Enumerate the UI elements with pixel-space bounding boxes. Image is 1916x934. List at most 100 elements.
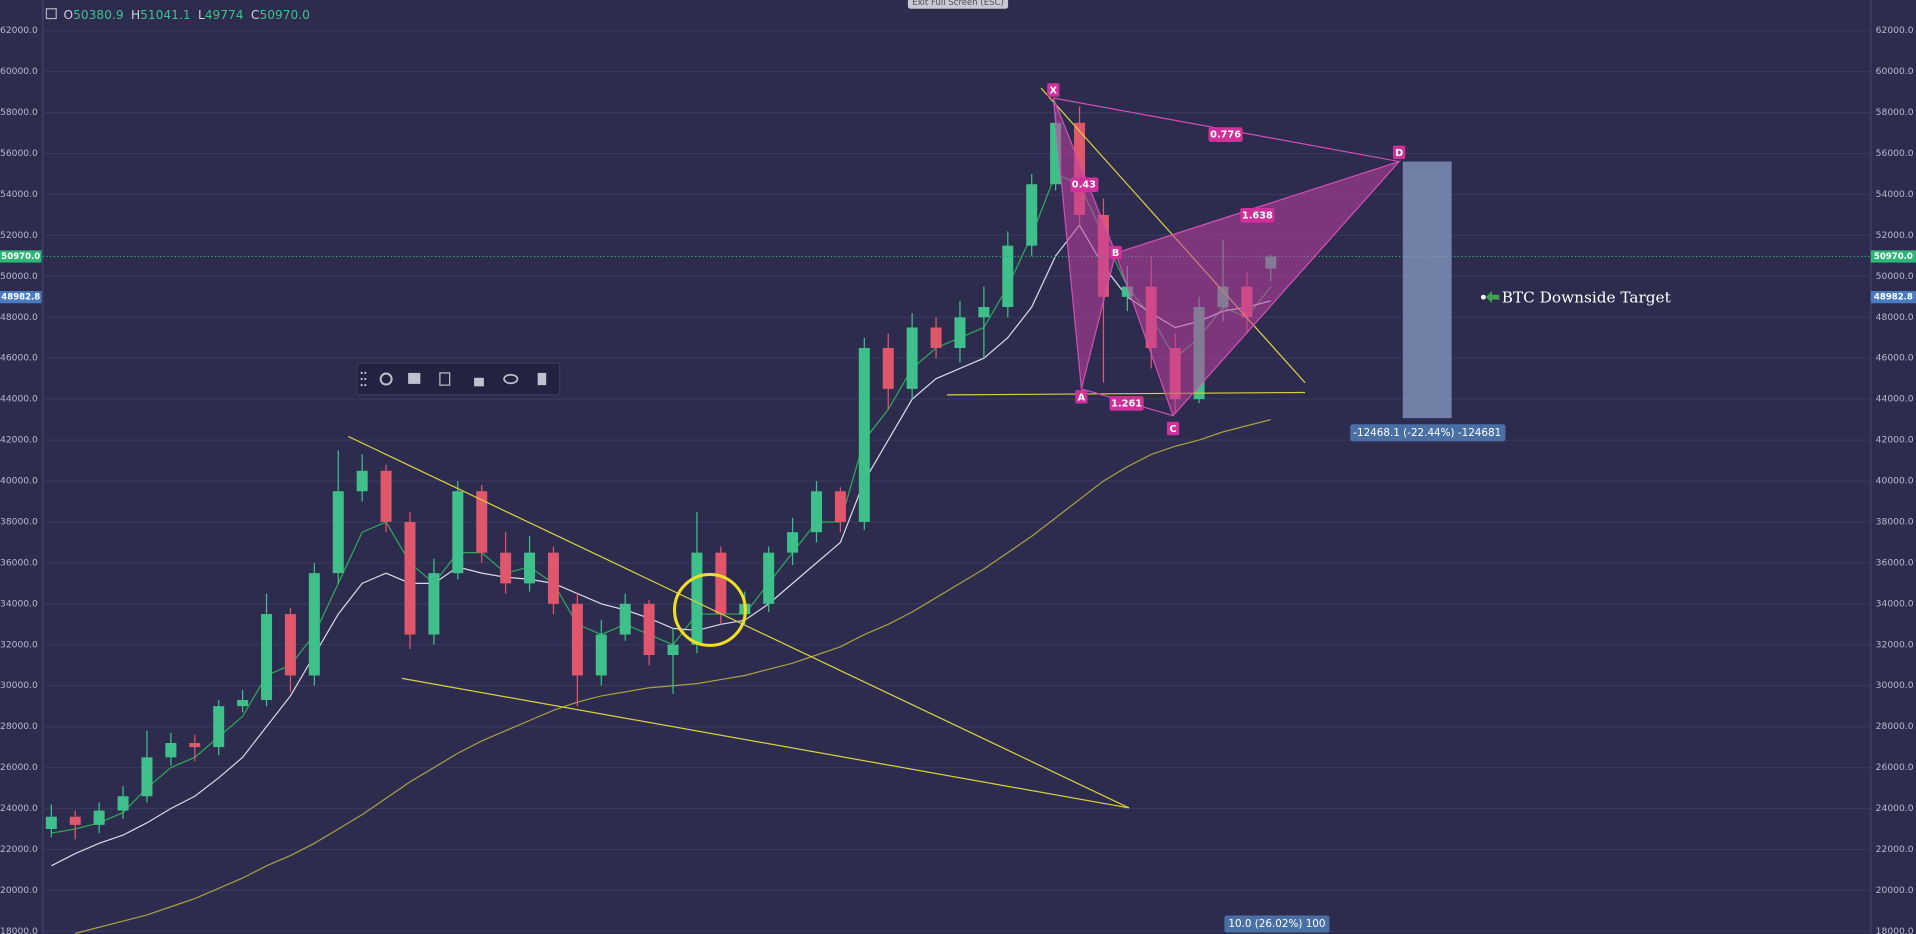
legend-value: 50380.9 [73,7,123,21]
pattern-point: X [1050,86,1058,97]
price-tag-label: 50970.0 [1,252,40,262]
y-tick-label: 56000.0 [0,148,38,159]
candle-body [524,552,536,584]
trend-line [946,391,1306,396]
y2-tick-label: 22000.0 [1876,844,1914,855]
candle-body [882,347,894,389]
candle-body [476,491,488,553]
y-tick-label: 44000.0 [0,394,38,405]
candle-body [141,757,153,797]
y2-tick-label: 36000.0 [1876,557,1914,568]
y2-tick-label: 26000.0 [1876,762,1914,773]
candle-body [667,644,679,656]
y2-tick-label: 28000.0 [1876,721,1914,732]
ratio-label: 0.43 [1072,180,1096,191]
candle-body [165,743,177,758]
y2-tick-label: 24000.0 [1876,803,1914,814]
y-tick-label: 18000.0 [0,926,38,934]
y2-tick-label: 18000.0 [1876,926,1914,934]
price-tag [0,250,42,263]
y2-tick-label: 44000.0 [1876,394,1914,405]
pattern-bcd [1114,160,1402,417]
measure-bg [1350,424,1506,442]
visibility-button[interactable] [503,373,519,385]
ratio-bg [1208,127,1243,142]
y2-tick-label: 20000.0 [1876,885,1914,896]
trend-line [347,435,1130,809]
y-tick-label: 42000.0 [0,435,38,446]
pattern-point: D [1395,148,1403,159]
candle-body [834,491,846,522]
y2-tick-label: 52000.0 [1876,230,1914,241]
legend-toggle[interactable] [45,8,57,20]
candle-body [356,470,368,492]
settings-button[interactable] [379,372,393,386]
y2-tick-label: 54000.0 [1876,189,1914,200]
y2-tick-label: 30000.0 [1876,680,1914,691]
legend-value: 51041.1 [140,7,190,21]
candle-body [500,552,512,584]
delete-button[interactable] [537,372,547,386]
price-tag [1870,250,1916,263]
exit-fullscreen-label[interactable]: Exit Full Screen (ESC) [912,0,1004,8]
y-tick-label: 38000.0 [0,516,38,527]
y-tick-label: 26000.0 [0,762,38,773]
candle-body [1026,184,1038,246]
lock-button[interactable] [474,377,484,387]
drawings: X A B C D 0.776 0.43 1.638 1.261 -12468.… [347,83,1672,933]
pin-bg [1047,83,1060,97]
candle-body [213,706,225,748]
ratio-label: 1.261 [1111,398,1142,409]
candle-body [380,470,392,522]
candle-body [452,491,464,574]
legend-value: 49774 [205,7,244,21]
ratio-label: 0.776 [1210,130,1241,141]
candle-body [189,743,201,748]
exit-fullscreen-button[interactable] [907,0,1009,9]
candle-body [404,521,416,635]
pattern-xab [1052,97,1117,389]
y-tick-label: 60000.0 [0,66,38,77]
candle-body [619,603,631,635]
candle-body [1002,245,1014,308]
target-dot [1480,294,1486,300]
candle-body [45,816,57,829]
y-tick-label: 30000.0 [0,680,38,691]
axes: 18000.0 18000.0 20000.0 20000.0 22000.0 22000… [0,25,1914,934]
legend-key: O [64,7,74,21]
measure-label: 10.0 (26.02%) 100 [1228,918,1325,930]
pattern-point: B [1112,248,1119,259]
y-tick-label: 46000.0 [0,353,38,364]
candle-body [428,573,440,635]
legend-key: C [251,7,260,21]
clone-button[interactable] [439,372,451,386]
candle-body [643,603,655,656]
y2-tick-label: 48000.0 [1876,312,1914,323]
candle-body [906,327,918,389]
y-tick-label: 36000.0 [0,557,38,568]
pattern-point: C [1169,424,1176,435]
candle-body [1121,286,1133,297]
candle-body [810,491,822,533]
drag-handle[interactable] [360,371,367,387]
candle-body [547,552,559,604]
candle-body [93,810,105,825]
y2-tick-label: 60000.0 [1876,66,1914,77]
candle-body [284,614,296,676]
target-label: BTC Downside Target [1502,288,1672,306]
style-button[interactable] [408,372,421,384]
y2-tick-label: 50000.0 [1876,271,1914,282]
y-tick-label: 50000.0 [0,271,38,282]
y2-tick-label: 62000.0 [1876,25,1914,36]
candle-body [763,552,775,604]
measure-label: -12468.1 (-22.44%) -124681 [1353,427,1501,439]
y2-tick-label: 38000.0 [1876,516,1914,527]
candle-body [715,552,727,615]
measure-bg [1224,915,1330,933]
candle-body [787,532,799,553]
y2-tick-label: 32000.0 [1876,639,1914,650]
trend-line [401,677,1130,809]
candle-body [308,573,320,676]
